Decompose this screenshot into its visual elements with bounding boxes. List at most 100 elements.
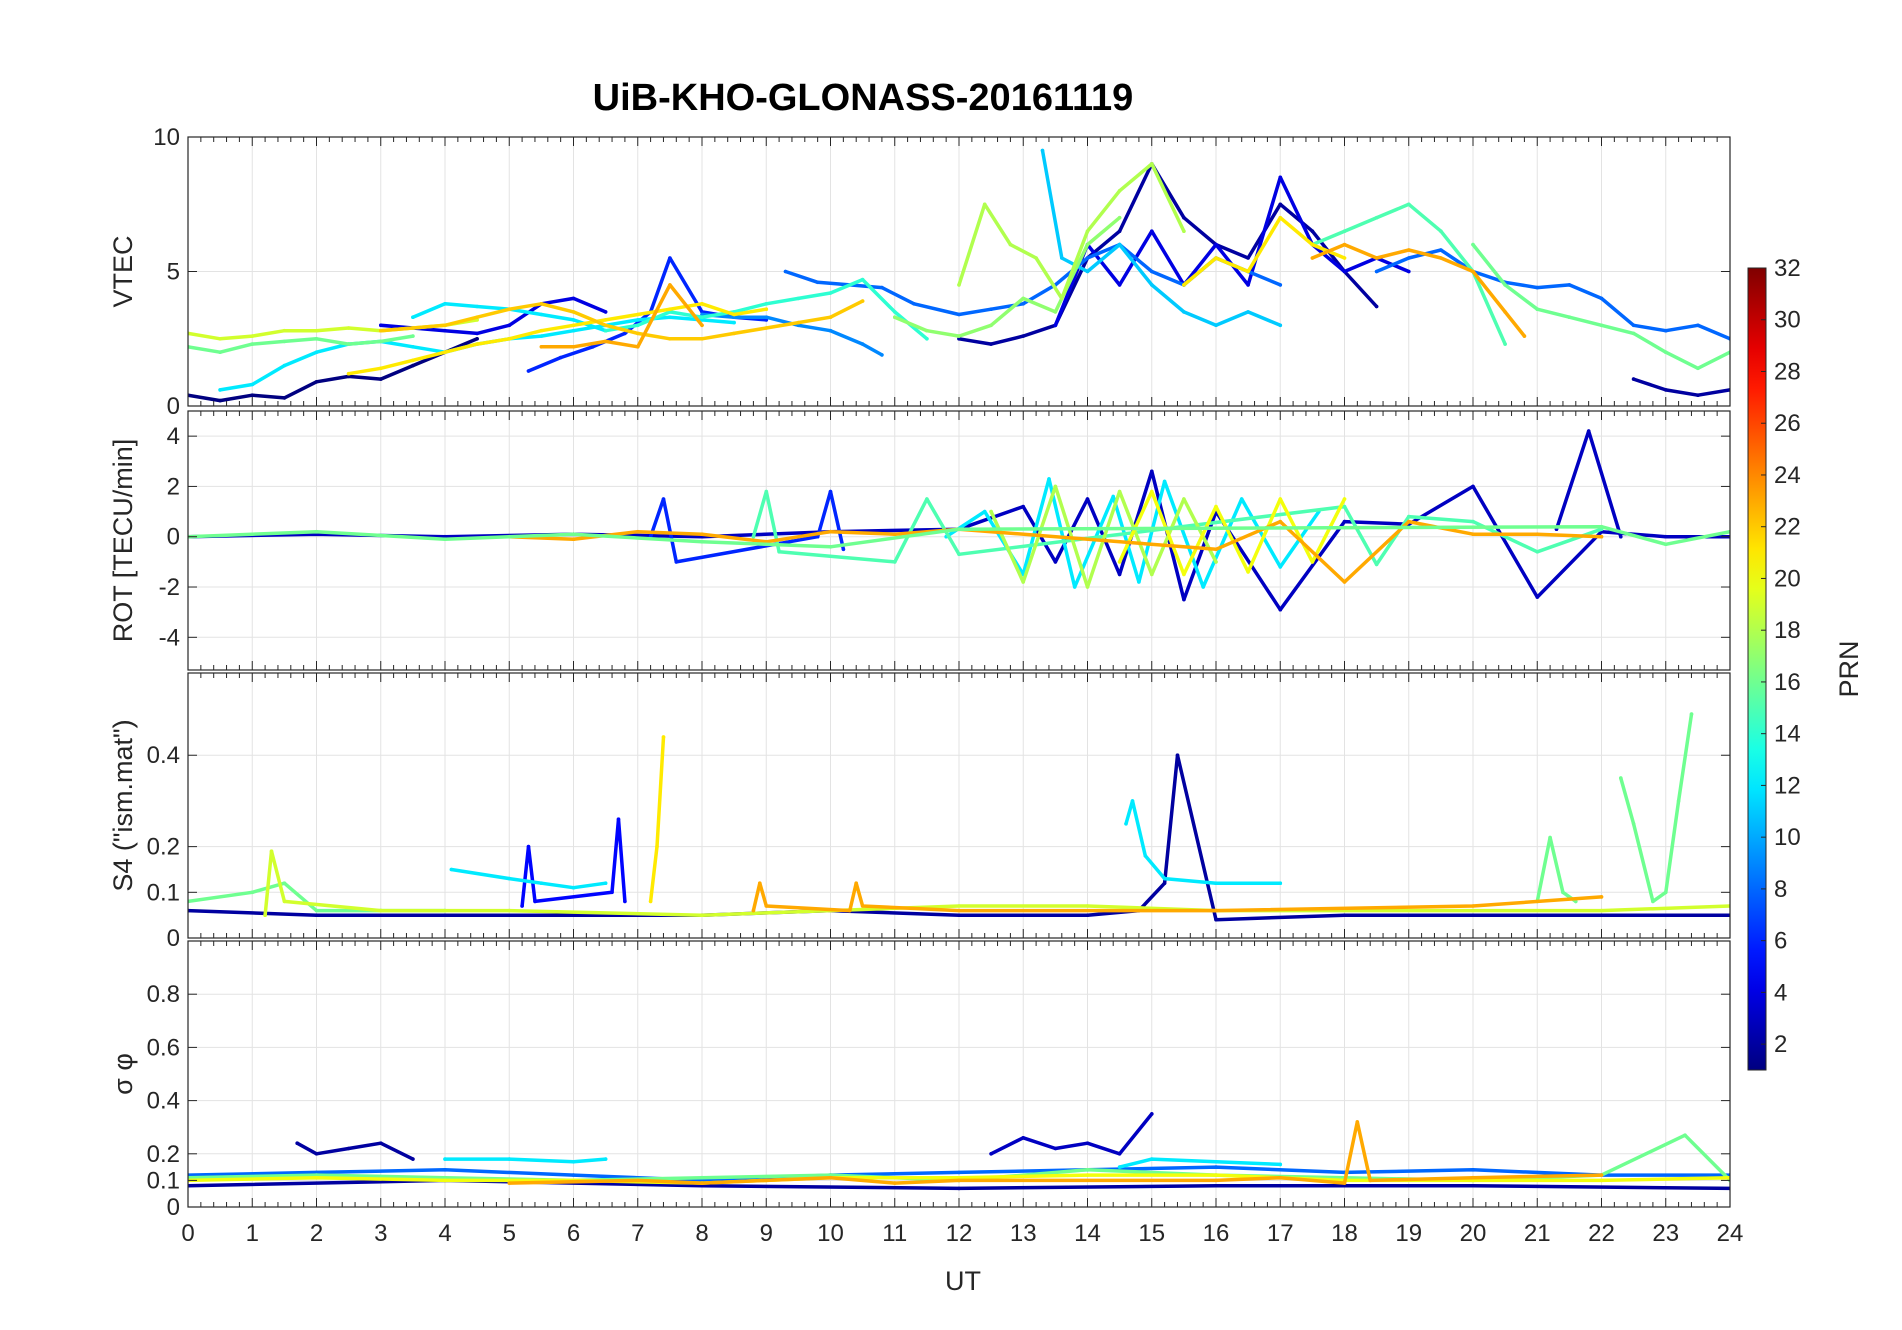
data-point [379, 377, 383, 381]
data-point [1310, 229, 1315, 233]
data-point [860, 277, 865, 282]
data-point [571, 913, 576, 917]
series-line-prn-16 [1619, 712, 1694, 904]
colorbar-tick-label: 4 [1774, 979, 1787, 1006]
data-point [1342, 519, 1347, 524]
data-point [764, 307, 769, 312]
data-point [282, 396, 287, 400]
data-point [1631, 331, 1636, 336]
data-point [796, 296, 801, 301]
data-point [411, 358, 415, 363]
data-point [610, 890, 614, 895]
series-group [188, 1112, 1730, 1191]
data-point [848, 908, 852, 913]
colorbar-tick-label: 26 [1774, 410, 1801, 437]
data-point [1214, 1178, 1218, 1183]
data-point [1696, 323, 1700, 328]
data-point [764, 1178, 769, 1183]
series-line-prn-12 [443, 1157, 608, 1164]
data-point [1150, 269, 1154, 274]
x-tick-label: 13 [1010, 1220, 1037, 1247]
data-point [1696, 393, 1700, 398]
data-point [1471, 1178, 1475, 1183]
data-point [1278, 283, 1283, 287]
data-point [732, 312, 736, 317]
data-point [860, 342, 865, 346]
data-point [1130, 799, 1135, 803]
data-point [603, 339, 608, 344]
data-point [507, 908, 512, 913]
data-point [1471, 904, 1475, 908]
data-point [314, 908, 319, 913]
series-group [188, 148, 1730, 403]
data-point [1021, 504, 1025, 509]
series-line-prn-12 [1117, 1157, 1283, 1169]
y-tick-label: 0.2 [147, 834, 180, 861]
data-point [828, 315, 833, 320]
data-point [700, 337, 704, 341]
data-point [1407, 519, 1411, 524]
data-point [1162, 479, 1167, 484]
series-line-prn-5 [520, 817, 627, 908]
data-point [1374, 215, 1379, 220]
data-point [1162, 876, 1167, 881]
series-line-prn-23 [507, 1120, 1604, 1185]
y-tick-label: 4 [167, 423, 180, 450]
data-point [1053, 323, 1058, 328]
data-point [1599, 534, 1604, 539]
data-point [282, 363, 287, 368]
data-point [1342, 580, 1347, 584]
data-point [263, 913, 267, 917]
data-point [1368, 1178, 1372, 1183]
data-point [1619, 776, 1623, 780]
data-point [443, 302, 447, 306]
data-point [1246, 256, 1250, 260]
data-point [1214, 1183, 1218, 1188]
data-point [636, 318, 640, 322]
data-point [1696, 366, 1700, 371]
data-point [1085, 904, 1090, 908]
y-tick-label: 0.8 [147, 981, 180, 1008]
data-point [1040, 148, 1045, 153]
x-tick-label: 4 [438, 1220, 451, 1247]
data-point [1117, 229, 1122, 233]
colorbar-tick-label: 28 [1774, 358, 1801, 385]
data-point [636, 323, 640, 328]
data-point [346, 326, 351, 330]
data-point [1214, 560, 1218, 564]
data-point [411, 1157, 415, 1161]
data-point [957, 1175, 961, 1180]
data-point [1201, 585, 1205, 589]
colorbar-tick-label: 30 [1774, 307, 1801, 334]
panel-3: 0 0.1 0.2 0.4 S4 ("ism.mat") [108, 672, 1731, 952]
data-point [558, 355, 563, 360]
data-point [674, 560, 679, 564]
x-tick-label: 24 [1717, 1220, 1744, 1247]
data-point [1535, 532, 1540, 536]
data-point [1407, 256, 1411, 260]
data-point [668, 256, 672, 260]
data-point [443, 913, 447, 917]
x-tick-label: 14 [1074, 1220, 1101, 1247]
data-point [539, 334, 544, 338]
data-point [1471, 913, 1475, 917]
data-point [1150, 489, 1154, 494]
data-point [623, 331, 627, 336]
data-point [1143, 854, 1148, 858]
data-point [1182, 572, 1186, 577]
data-point [1182, 229, 1186, 233]
series-line-prn-23 [1310, 242, 1527, 338]
data-point [957, 552, 961, 557]
data-point [1150, 283, 1154, 287]
data-point [1214, 908, 1218, 913]
data-point [957, 908, 961, 913]
x-tick-label: 3 [374, 1220, 387, 1247]
x-tick-label: 20 [1460, 1220, 1487, 1247]
data-point [1214, 917, 1218, 922]
data-point [1117, 242, 1122, 247]
colorbar-tick-label: 6 [1774, 928, 1787, 955]
data-point [314, 1152, 319, 1156]
data-point [1342, 913, 1347, 917]
data-point [764, 315, 769, 320]
x-tick-label: 15 [1138, 1220, 1165, 1247]
